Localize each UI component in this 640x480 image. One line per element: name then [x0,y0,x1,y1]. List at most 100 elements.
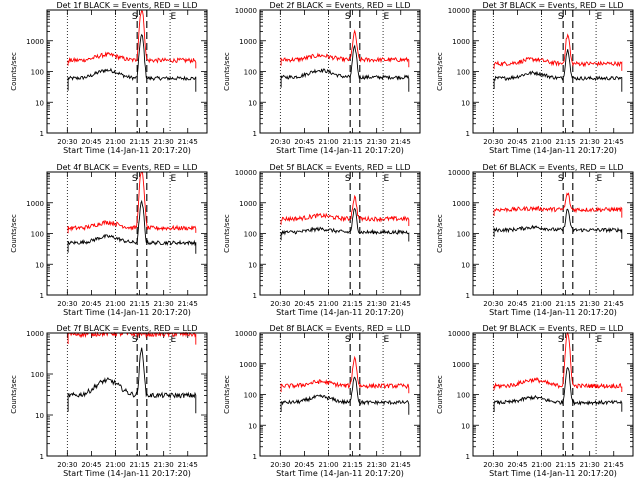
y-tick-label: 10 [248,422,257,430]
x-axis-label: Start Time (14-Jan-11 20:17:20) [489,146,617,155]
x-tick-label: 21:15 [342,138,362,146]
x-tick-label: 21:45 [178,300,198,308]
x-tick-label: 20:45 [507,138,527,146]
y-tick-label: 10000 [235,7,257,15]
x-tick-label: 20:30 [270,138,290,146]
y-tick-label: 100 [244,69,257,77]
panel-det-4: Det 4f BLACK = Events, RED = LLD Counts/s… [10,163,208,317]
x-tick-label: 21:00 [105,300,125,308]
y-axis-label: Counts/sec [10,52,18,91]
x-tick-label: 21:30 [154,138,174,146]
y-tick-label: 100 [31,231,44,239]
y-tick-label: 10000 [448,7,470,15]
x-axis-label: Start Time (14-Jan-11 20:17:20) [63,469,191,478]
y-tick-label: 1 [40,292,44,300]
x-tick-label: 20:30 [57,138,77,146]
y-tick-label: 10 [35,99,44,107]
events-series-line [67,33,197,92]
events-series-line [493,366,623,412]
x-tick-label: 21:15 [129,461,149,469]
y-tick-label: 10000 [235,169,257,177]
x-tick-label: 20:45 [81,300,101,308]
y-tick-label: 1 [466,453,470,461]
y-tick-label: 10 [35,261,44,269]
end-marker-label: E [596,174,602,184]
y-tick-label: 10 [461,422,470,430]
x-tick-label: 21:30 [580,461,600,469]
y-tick-label: 1 [40,453,44,461]
y-tick-label: 1 [253,292,257,300]
y-tick-label: 10 [248,261,257,269]
panel-title: Det 9f BLACK = Events, RED = LLD [482,324,623,333]
events-series-line [493,208,623,239]
plot-frame [46,171,208,296]
y-tick-label: 100 [457,69,470,77]
x-tick-label: 21:45 [604,300,624,308]
start-marker-label: S [558,174,564,184]
panel-det-7: Det 7f BLACK = Events, RED = LLD Counts/s… [10,324,208,478]
x-tick-label: 20:45 [507,461,527,469]
events-series-line [67,347,197,414]
y-tick-label: 1000 [26,38,44,46]
x-tick-label: 21:00 [318,300,338,308]
y-axis-label: Counts/sec [10,375,18,414]
x-tick-label: 20:30 [483,138,503,146]
panel-title: Det 5f BLACK = Events, RED = LLD [269,163,410,172]
start-marker-label: S [132,174,138,184]
x-tick-label: 21:00 [318,138,338,146]
panel-title: Det 6f BLACK = Events, RED = LLD [482,163,623,172]
x-tick-label: 21:15 [342,461,362,469]
x-axis-label: Start Time (14-Jan-11 20:17:20) [489,469,617,478]
plot-frame [46,332,208,457]
plot-frame [472,332,634,457]
x-tick-label: 21:30 [367,138,387,146]
panel-title: Det 4f BLACK = Events, RED = LLD [56,163,197,172]
x-tick-label: 20:45 [294,138,314,146]
panel-det-3: Det 3f BLACK = Events, RED = LLD Counts/s… [436,1,634,155]
plot-frame [46,9,208,134]
plot-frame [472,9,634,134]
x-tick-label: 20:30 [270,461,290,469]
y-tick-label: 1 [253,453,257,461]
x-tick-label: 20:45 [507,300,527,308]
x-tick-label: 21:45 [391,461,411,469]
y-tick-label: 1 [466,292,470,300]
y-axis-label: Counts/sec [436,214,444,253]
y-tick-label: 1000 [452,38,470,46]
plot-frame [472,171,634,296]
plot-frame [259,9,421,134]
x-tick-label: 21:15 [555,461,575,469]
x-tick-label: 21:15 [129,300,149,308]
lld-series-line [280,355,410,394]
y-axis-label: Counts/sec [10,214,18,253]
y-axis-label: Counts/sec [223,52,231,91]
panel-det-9: Det 9f BLACK = Events, RED = LLD Counts/s… [436,324,634,478]
y-tick-label: 1 [466,130,470,138]
end-marker-label: E [596,12,602,22]
x-tick-label: 20:30 [483,300,503,308]
x-tick-label: 21:30 [367,300,387,308]
y-tick-label: 100 [244,231,257,239]
y-tick-label: 10000 [448,330,470,338]
x-tick-label: 21:30 [154,461,174,469]
y-tick-label: 1000 [452,200,470,208]
x-axis-label: Start Time (14-Jan-11 20:17:20) [63,146,191,155]
x-tick-label: 21:00 [531,300,551,308]
panel-title: Det 2f BLACK = Events, RED = LLD [269,1,410,10]
panel-det-2: Det 2f BLACK = Events, RED = LLD Counts/s… [223,1,421,155]
x-tick-label: 21:45 [391,138,411,146]
y-axis-label: Counts/sec [436,375,444,414]
x-axis-label: Start Time (14-Jan-11 20:17:20) [489,308,617,317]
lld-series-line [67,171,197,234]
end-marker-label: E [170,335,176,345]
y-tick-label: 1000 [26,200,44,208]
x-tick-label: 21:15 [555,300,575,308]
plot-frame [259,171,421,296]
events-series-line [67,199,197,254]
x-tick-label: 21:30 [580,300,600,308]
panel-det-5: Det 5f BLACK = Events, RED = LLD Counts/s… [223,163,421,317]
x-tick-label: 20:30 [270,300,290,308]
panel-det-6: Det 6f BLACK = Events, RED = LLD Counts/s… [436,163,634,317]
start-marker-label: S [345,174,351,184]
